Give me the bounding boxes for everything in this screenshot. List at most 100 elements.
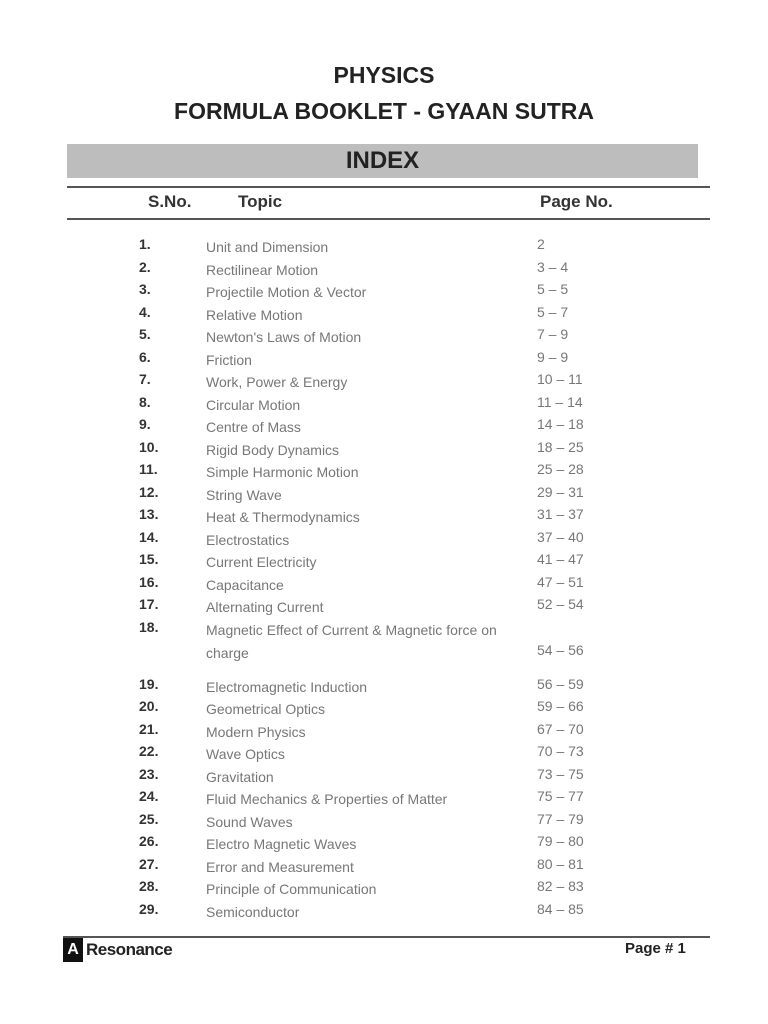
row-number: 5. [139,326,151,342]
index-row: 17. Alternating Current 52 – 54 [0,596,768,619]
logo-wordmark: Resonance [86,940,173,959]
row-topic: Capacitance [206,576,284,593]
divider [67,186,710,188]
row-page: 10 – 11 [537,371,583,387]
row-topic: Semiconductor [206,903,300,920]
row-page: 9 – 9 [537,348,569,365]
row-page: 47 – 51 [537,573,584,590]
index-row: 21. Modern Physics 67 – 70 [0,721,768,744]
index-row: 16. Capacitance 47 – 51 [0,574,768,597]
row-topic: Projectile Motion & Vector [206,284,367,300]
row-topic: Alternating Current [206,599,324,615]
row-number: 3. [139,281,151,297]
row-topic: Centre of Mass [206,419,301,435]
row-page: 11 – 14 [537,393,583,410]
index-row: 1. Unit and Dimension 2 [0,236,768,259]
row-topic: Work, Power & Energy [206,374,348,390]
row-number: 2. [139,258,151,275]
row-topic: Magnetic Effect of Current & Magnetic fo… [206,621,497,661]
row-topic: Electro Magnetic Waves [206,836,357,852]
row-page: 41 – 47 [537,551,584,567]
row-number: 19. [139,675,159,692]
row-topic: Gravitation [206,768,274,785]
row-page: 14 – 18 [537,416,584,432]
row-topic: Rectilinear Motion [206,261,319,278]
row-number: 17. [139,596,159,612]
index-list: 1. Unit and Dimension 2 2. Rectilinear Motio… [0,236,768,923]
row-topic: Sound Waves [206,813,293,830]
row-topic: Newton's Laws of Motion [206,329,362,345]
index-row: 7. Work, Power & Energy 10 – 11 [0,371,768,394]
index-row: 11. Simple Harmonic Motion 25 – 28 [0,461,768,484]
row-page: 56 – 59 [537,675,584,692]
row-topic: Principle of Communication [206,881,377,897]
row-page: 59 – 66 [537,698,584,714]
index-row: 3. Projectile Motion & Vector 5 – 5 [0,281,768,304]
row-page: 52 – 54 [537,596,584,612]
index-row: 9. Centre of Mass 14 – 18 [0,416,768,439]
divider [67,218,710,220]
index-row: 5. Newton's Laws of Motion 7 – 9 [0,326,768,349]
row-page: 84 – 85 [537,900,584,917]
index-row: 6. Friction 9 – 9 [0,349,768,372]
column-header-page: Page No. [540,192,613,211]
index-row: 27. Error and Measurement 80 – 81 [0,856,768,879]
row-number: 1. [139,236,151,252]
index-row: 18. Magnetic Effect of Current & Magnetic… [0,619,768,676]
index-row: 20. Geometrical Optics 59 – 66 [0,698,768,721]
row-topic: Unit and Dimension [206,239,329,255]
row-page: 67 – 70 [537,720,584,737]
row-topic: Circular Motion [206,396,301,413]
row-topic: Modern Physics [206,723,306,740]
row-page: 18 – 25 [537,438,584,455]
row-page: 77 – 79 [537,810,584,827]
index-row: 29. Semiconductor 84 – 85 [0,901,768,924]
row-number: 6. [139,348,151,365]
row-page: 2 [537,236,545,252]
row-number: 28. [139,878,159,894]
row-number: 24. [139,788,159,804]
row-page: 75 – 77 [537,788,584,804]
row-page: 73 – 75 [537,765,584,782]
index-row: 12. String Wave 29 – 31 [0,484,768,507]
row-topic: Geometrical Optics [206,701,326,717]
row-number: 9. [139,416,151,432]
row-page: 37 – 40 [537,528,584,545]
index-row: 19. Electromagnetic Induction 56 – 59 [0,676,768,699]
index-heading: INDEX [67,144,698,178]
document-title: PHYSICS [333,62,435,88]
row-page: 5 – 5 [537,281,569,297]
row-page: 70 – 73 [537,743,584,759]
row-topic: Relative Motion [206,306,303,323]
resonance-logo: A Resonance [63,938,173,962]
index-row: 14. Electrostatics 37 – 40 [0,529,768,552]
document-subtitle: FORMULA BOOKLET - GYAAN SUTRA [174,98,594,124]
column-header-sno: S.No. [148,192,192,211]
index-row: 28. Principle of Communication 82 – 83 [0,878,768,901]
row-number: 12. [139,483,159,500]
row-page: 79 – 80 [537,833,584,849]
row-page: 80 – 81 [537,855,584,872]
row-number: 14. [139,528,159,545]
row-page: 54 – 56 [537,641,584,658]
row-page: 31 – 37 [537,506,584,522]
logo-mark-icon: A [63,938,83,962]
row-page: 7 – 9 [537,326,569,342]
row-number: 20. [139,698,159,714]
row-number: 8. [139,393,151,410]
row-number: 13. [139,506,159,522]
index-row: 22. Wave Optics 70 – 73 [0,743,768,766]
index-row: 4. Relative Motion 5 – 7 [0,304,768,327]
row-topic: Friction [206,351,252,368]
row-number: 23. [139,765,159,782]
row-page: 5 – 7 [537,303,569,320]
page-number: Page # 1 [625,940,686,957]
footer-divider [63,936,710,938]
row-topic: Fluid Mechanics & Properties of Matter [206,791,448,807]
index-row: 13. Heat & Thermodynamics 31 – 37 [0,506,768,529]
row-topic: Electrostatics [206,531,290,548]
row-number: 27. [139,855,159,872]
index-row: 23. Gravitation 73 – 75 [0,766,768,789]
row-topic: Simple Harmonic Motion [206,464,359,480]
index-row: 26. Electro Magnetic Waves 79 – 80 [0,833,768,856]
